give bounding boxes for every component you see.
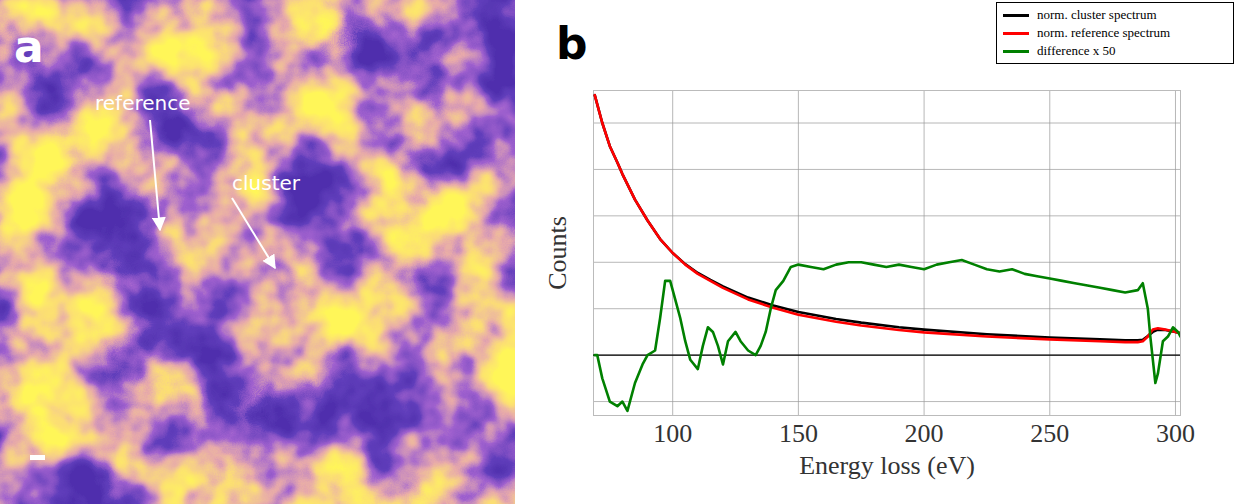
html-text:difference x 50: difference x 50 — [1037, 43, 1116, 58]
svg-text:a: a — [14, 21, 44, 72]
html-text:norm. cluster spectrum: norm. cluster spectrum — [1037, 7, 1157, 22]
svg-text:reference: reference — [95, 91, 191, 115]
svg-text:300: 300 — [1156, 419, 1195, 448]
svg-text:cluster: cluster — [232, 171, 301, 195]
svg-text:250: 250 — [1030, 419, 1069, 448]
svg-text:Counts: Counts — [543, 216, 572, 290]
html-text:b: b — [556, 18, 588, 69]
html-text:norm. reference spectrum: norm. reference spectrum — [1037, 25, 1171, 40]
svg-text:100: 100 — [653, 419, 692, 448]
svg-text:Energy loss (eV): Energy loss (eV) — [799, 451, 975, 480]
svg-text:200: 200 — [905, 419, 944, 448]
svg-text:150: 150 — [779, 419, 818, 448]
